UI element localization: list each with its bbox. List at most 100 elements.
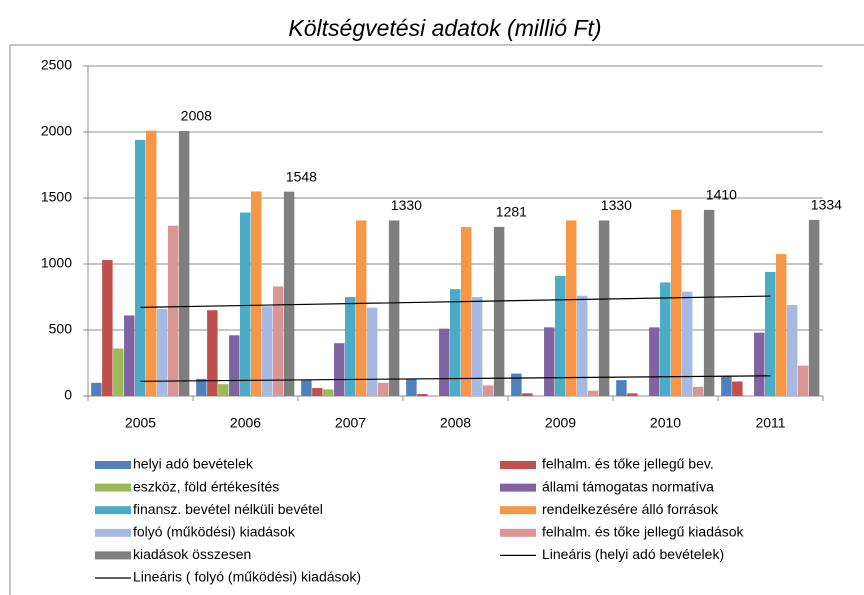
legend-label: állami támogatas normatíva: [542, 478, 714, 494]
x-tick-label: 2005: [125, 415, 156, 431]
bar: [377, 382, 389, 396]
legend-label: finansz. bevétel nélküli bevétel: [133, 501, 323, 517]
bar: [355, 220, 367, 396]
legend-swatch: [95, 483, 131, 492]
bar: [797, 365, 809, 396]
data-label: 1410: [706, 187, 737, 203]
y-tick-label: 2500: [41, 57, 72, 73]
bar: [261, 306, 273, 396]
x-tick-label: 2007: [335, 415, 366, 431]
legend-label: rendelkezésére álló források: [542, 501, 719, 517]
bar: [775, 254, 787, 396]
legend-swatch: [500, 461, 536, 469]
bar: [754, 332, 765, 396]
bar: [721, 375, 732, 396]
y-tick-label: 2000: [41, 123, 72, 139]
x-tick-label: 2008: [440, 415, 471, 431]
bar: [145, 130, 157, 396]
legend-swatch: [95, 528, 131, 537]
trend-line: [140, 375, 771, 382]
bar: [493, 226, 505, 396]
bar: [732, 381, 743, 396]
legend-swatch: [500, 528, 536, 537]
bar: [765, 271, 776, 396]
bar: [312, 388, 323, 396]
trend-line: [140, 295, 771, 308]
bar: [471, 297, 483, 396]
x-tick-label: 2010: [650, 415, 681, 431]
bar: [250, 191, 262, 396]
bar: [366, 307, 378, 396]
y-tick-label: 1500: [41, 189, 72, 205]
bar: [482, 385, 494, 396]
bar: [388, 220, 400, 396]
bar: [178, 130, 190, 396]
legend-label: eszköz, föld értékesítés: [133, 478, 279, 494]
legend-label: Lineáris ( folyó (működési) kiadások): [133, 569, 361, 585]
bar: [555, 275, 566, 396]
legend-swatch: [500, 506, 536, 515]
bar: [406, 378, 417, 396]
legend-label: felhalm. és tőke jellegű bev.: [542, 456, 714, 472]
data-label: 1281: [496, 204, 527, 220]
bar: [91, 382, 102, 396]
chart-title: Költségvetési adatok (millió Ft): [288, 15, 601, 41]
legend-label: helyi adó bevételek: [133, 456, 254, 472]
bar: [124, 315, 135, 396]
bar: [283, 191, 295, 396]
bar: [703, 209, 715, 396]
legend-label: folyó (működési) kiadások: [133, 524, 296, 540]
data-label: 1548: [286, 168, 317, 184]
bar: [113, 348, 124, 396]
legend-swatch: [500, 483, 536, 492]
bar: [345, 297, 356, 396]
bar: [229, 335, 240, 396]
x-tick-label: 2011: [755, 415, 785, 431]
bar: [417, 394, 428, 396]
bar: [207, 310, 218, 396]
bar: [544, 327, 555, 396]
y-tick-label: 1000: [41, 255, 72, 271]
bar: [272, 286, 284, 396]
bar: [576, 295, 588, 396]
bar: [681, 291, 693, 396]
bar: [670, 209, 682, 396]
bar: [786, 304, 798, 396]
data-label: 2008: [181, 108, 212, 124]
data-label: 1330: [391, 197, 422, 213]
y-tick-label: 0: [64, 387, 72, 403]
legend-label: kiadások összesen: [133, 546, 251, 562]
bar: [301, 380, 312, 396]
bar: [660, 282, 671, 396]
legend-label: felhalm. és tőke jellegű kiadások: [542, 524, 745, 540]
bar: [649, 327, 660, 396]
bar: [323, 389, 334, 396]
x-tick-label: 2009: [545, 415, 576, 431]
legend-label: Lineáris (helyi adó bevételek): [542, 546, 724, 562]
bar: [587, 390, 599, 396]
bar: [692, 386, 704, 396]
bar: [565, 220, 577, 396]
bar: [196, 378, 207, 396]
data-label: 1334: [811, 197, 842, 213]
bar: [167, 225, 179, 396]
bar: [460, 227, 472, 396]
data-label: 1330: [601, 197, 632, 213]
legend-swatch: [95, 551, 131, 560]
bar: [102, 260, 113, 396]
bar: [522, 393, 533, 396]
bar: [240, 212, 251, 396]
bar: [450, 289, 461, 396]
y-tick-label: 500: [49, 321, 73, 337]
bar: [616, 380, 627, 396]
x-tick-label: 2006: [230, 415, 261, 431]
bar: [598, 220, 610, 396]
bar: [808, 219, 820, 396]
bar: [218, 384, 229, 396]
bar: [135, 139, 146, 397]
bar: [511, 373, 522, 396]
bar: [439, 328, 450, 396]
bar: [156, 308, 168, 396]
bar: [334, 343, 345, 396]
